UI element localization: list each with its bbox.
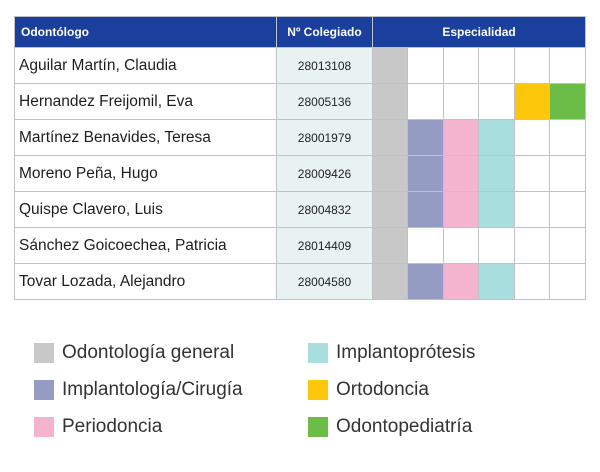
- dentist-name: Hernandez Freijomil, Eva: [14, 83, 277, 120]
- specialty-cell-implantologia: [407, 191, 444, 228]
- dentist-name: Martínez Benavides, Teresa: [14, 119, 277, 156]
- legend-item-ortodoncia: Ortodoncia: [308, 379, 429, 401]
- specialty-cell-general: [372, 47, 408, 84]
- legend-item-periodoncia: Periodoncia: [34, 416, 162, 438]
- legend-label: Odontología general: [62, 342, 235, 363]
- table-row: Aguilar Martín, Claudia 28013108: [14, 47, 587, 84]
- specialty-cell-empty: [514, 155, 550, 192]
- legend-swatch-odontopediatria: [308, 417, 328, 437]
- specialty-cell-implantoprotesis: [478, 119, 515, 156]
- specialty-cell-empty: [407, 47, 444, 84]
- specialty-cell-empty: [478, 47, 515, 84]
- specialty-cell-implantologia: [407, 263, 444, 300]
- specialty-cell-general: [372, 155, 408, 192]
- specialty-cell-general: [372, 191, 408, 228]
- table-row: Quispe Clavero, Luis 28004832: [14, 191, 587, 228]
- specialty-cell-empty: [548, 119, 587, 156]
- specialty-cell-implantoprotesis: [478, 191, 515, 228]
- legend-label: Odontopediatría: [336, 416, 473, 437]
- license-number: 28004832: [276, 191, 373, 228]
- specialty-cell-empty: [407, 227, 444, 264]
- table-row: Tovar Lozada, Alejandro 28004580: [14, 263, 587, 300]
- specialty-cell-empty: [514, 227, 550, 264]
- specialty-cell-odontopediatria: [548, 83, 587, 120]
- table-row: Moreno Peña, Hugo 28009426: [14, 155, 587, 192]
- legend-swatch-ortodoncia: [308, 380, 328, 400]
- specialty-cell-empty: [407, 83, 444, 120]
- table-row: Hernandez Freijomil, Eva 28005136: [14, 83, 587, 120]
- specialty-cell-general: [372, 83, 408, 120]
- legend-item-implantoprotesis: Implantoprótesis: [308, 342, 475, 364]
- legend-item-general: Odontología general: [34, 342, 234, 364]
- specialty-cell-empty: [548, 227, 587, 264]
- specialty-cell-empty: [548, 263, 587, 300]
- license-number: 28014409: [276, 227, 373, 264]
- specialty-cell-general: [372, 263, 408, 300]
- specialty-cell-periodoncia: [443, 155, 479, 192]
- dentist-specialty-table: Odontólogo Nº Colegiado Especialidad Agu…: [14, 16, 587, 300]
- legend-swatch-periodoncia: [34, 417, 54, 437]
- specialty-cell-empty: [548, 191, 587, 228]
- specialty-cell-empty: [514, 47, 550, 84]
- specialty-cell-periodoncia: [443, 263, 479, 300]
- license-number: 28004580: [276, 263, 373, 300]
- specialty-cell-implantologia: [407, 155, 444, 192]
- legend-label: Implantología/Cirugía: [62, 379, 243, 400]
- specialty-cell-periodoncia: [443, 191, 479, 228]
- legend-swatch-implantoprotesis: [308, 343, 328, 363]
- license-number: 28001979: [276, 119, 373, 156]
- legend-label: Ortodoncia: [336, 379, 429, 400]
- column-header-license-number: Nº Colegiado: [276, 16, 373, 48]
- specialty-cell-empty: [548, 155, 587, 192]
- specialty-cell-empty: [478, 227, 515, 264]
- specialty-cell-empty: [514, 119, 550, 156]
- dentist-name: Aguilar Martín, Claudia: [14, 47, 277, 84]
- specialty-cell-implantoprotesis: [478, 155, 515, 192]
- column-header-specialty: Especialidad: [371, 16, 587, 48]
- table-body: Aguilar Martín, Claudia 28013108 Hernandez…: [14, 47, 587, 300]
- legend-swatch-implantologia: [34, 380, 54, 400]
- column-header-dentist: Odontólogo: [14, 16, 277, 48]
- specialty-cell-periodoncia: [443, 119, 479, 156]
- specialty-cell-empty: [514, 263, 550, 300]
- table-header-row: Odontólogo Nº Colegiado Especialidad: [14, 16, 587, 48]
- legend-swatch-general: [34, 343, 54, 363]
- table-row: Martínez Benavides, Teresa 28001979: [14, 119, 587, 156]
- license-number: 28005136: [276, 83, 373, 120]
- dentist-name: Tovar Lozada, Alejandro: [14, 263, 277, 300]
- specialty-cell-empty: [443, 47, 479, 84]
- table-row: Sánchez Goicoechea, Patricia 28014409: [14, 227, 587, 264]
- legend-label: Periodoncia: [62, 416, 163, 437]
- specialty-cell-general: [372, 119, 408, 156]
- specialty-cell-empty: [548, 47, 587, 84]
- dentist-name: Sánchez Goicoechea, Patricia: [14, 227, 277, 264]
- dentist-name: Moreno Peña, Hugo: [14, 155, 277, 192]
- specialty-cell-implantoprotesis: [478, 263, 515, 300]
- specialty-cell-ortodoncia: [514, 83, 550, 120]
- legend-label: Implantoprótesis: [336, 342, 476, 363]
- specialty-cell-empty: [443, 227, 479, 264]
- specialty-cell-empty: [478, 83, 515, 120]
- specialty-cell-empty: [443, 83, 479, 120]
- legend-item-odontopediatria: Odontopediatría: [308, 416, 472, 438]
- specialty-cell-general: [372, 227, 408, 264]
- legend-item-implantologia: Implantología/Cirugía: [34, 379, 243, 401]
- license-number: 28013108: [276, 47, 373, 84]
- specialty-cell-empty: [514, 191, 550, 228]
- license-number: 28009426: [276, 155, 373, 192]
- dentist-name: Quispe Clavero, Luis: [14, 191, 277, 228]
- specialty-cell-implantologia: [407, 119, 444, 156]
